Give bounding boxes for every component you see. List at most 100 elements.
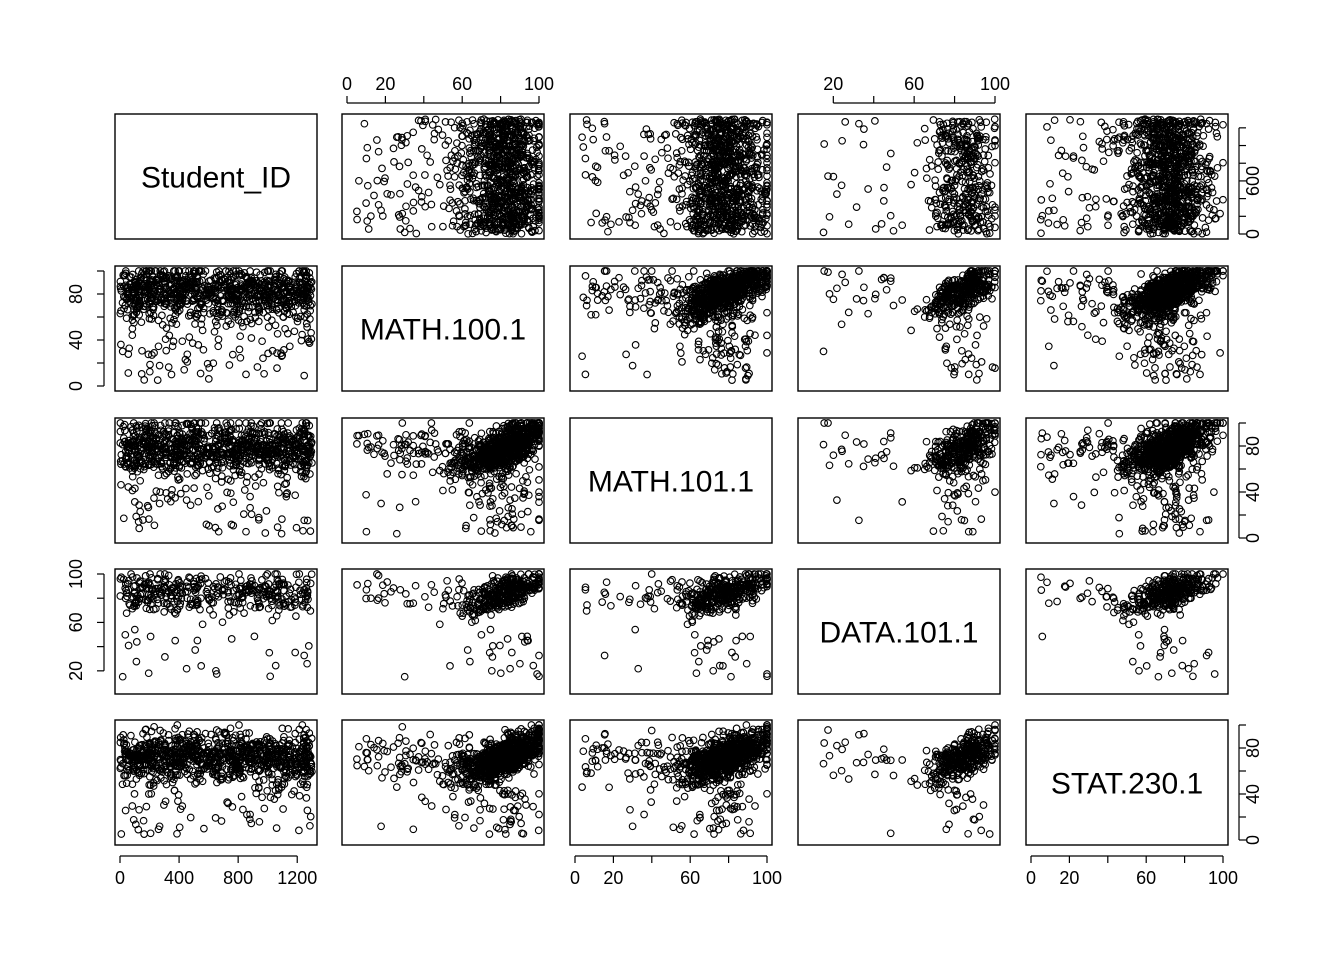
data-point xyxy=(124,369,133,377)
data-point xyxy=(696,355,704,364)
data-point xyxy=(922,174,931,183)
data-point xyxy=(370,191,378,200)
data-point xyxy=(673,274,682,283)
data-point xyxy=(664,154,672,163)
data-point xyxy=(535,226,543,235)
data-point xyxy=(449,217,458,226)
data-point xyxy=(604,227,612,236)
data-point xyxy=(235,345,244,354)
panel-r1-c4 xyxy=(797,113,1001,240)
data-point xyxy=(1219,195,1227,204)
data-point xyxy=(877,220,886,228)
data-point xyxy=(1037,196,1046,204)
data-point xyxy=(1097,118,1106,127)
data-point xyxy=(838,136,846,145)
data-point xyxy=(199,345,208,354)
data-point xyxy=(155,361,164,370)
data-point xyxy=(581,171,590,179)
data-point xyxy=(374,200,383,209)
data-point xyxy=(417,145,426,153)
data-point xyxy=(367,212,375,220)
data-point xyxy=(1036,215,1045,224)
data-point xyxy=(587,218,595,227)
data-point xyxy=(481,120,490,129)
data-point xyxy=(1201,223,1210,232)
data-point xyxy=(1077,218,1086,227)
data-point xyxy=(353,207,361,216)
data-point xyxy=(390,158,398,166)
data-point xyxy=(889,226,898,235)
data-point xyxy=(921,136,930,144)
data-point xyxy=(363,181,372,190)
data-point xyxy=(1037,229,1045,238)
data-point xyxy=(990,115,999,124)
data-point xyxy=(616,142,625,151)
data-point xyxy=(1078,132,1087,141)
data-point xyxy=(464,229,472,238)
data-point xyxy=(925,226,934,234)
data-point xyxy=(1066,115,1074,124)
data-point xyxy=(1099,157,1108,166)
data-point xyxy=(1128,220,1137,229)
data-point xyxy=(616,290,625,299)
data-point xyxy=(980,157,989,166)
data-point xyxy=(442,156,450,165)
data-point xyxy=(1219,120,1227,129)
data-point xyxy=(991,158,999,167)
data-point xyxy=(403,180,412,188)
data-point xyxy=(178,337,187,346)
data-point xyxy=(673,222,682,231)
data-point xyxy=(984,151,993,160)
data-point xyxy=(1198,229,1207,238)
data-point xyxy=(676,349,685,357)
data-point xyxy=(468,116,477,124)
data-point xyxy=(448,221,457,230)
data-point xyxy=(470,119,478,128)
data-point xyxy=(461,205,469,213)
data-point xyxy=(373,136,381,144)
data-point xyxy=(1076,226,1085,235)
data-point xyxy=(1197,181,1206,189)
panel-r1-c2 xyxy=(341,113,545,240)
data-point xyxy=(427,200,436,209)
data-point xyxy=(886,211,895,220)
data-point xyxy=(621,152,630,160)
data-point xyxy=(637,209,646,218)
data-point xyxy=(167,370,176,379)
data-point xyxy=(837,181,846,190)
data-point xyxy=(628,206,637,215)
data-point xyxy=(920,124,929,133)
data-point xyxy=(622,350,630,359)
data-point xyxy=(929,116,938,124)
data-point xyxy=(684,272,693,281)
data-point xyxy=(117,340,125,349)
data-point xyxy=(525,136,534,145)
data-point xyxy=(383,189,392,198)
data-point xyxy=(362,154,371,163)
data-point xyxy=(743,346,752,355)
data-point xyxy=(409,207,418,215)
data-point xyxy=(578,133,586,142)
data-point xyxy=(1043,123,1051,131)
data-point xyxy=(934,158,943,166)
data-point xyxy=(355,176,363,185)
data-point xyxy=(363,217,372,225)
data-point xyxy=(1212,197,1221,205)
data-point xyxy=(763,349,771,357)
data-point xyxy=(880,183,888,192)
data-point xyxy=(1115,118,1123,127)
panel-r2-c1 xyxy=(114,265,318,392)
data-point xyxy=(165,331,174,340)
data-point xyxy=(733,360,742,369)
data-point xyxy=(651,155,660,164)
data-point xyxy=(660,229,668,238)
data-point xyxy=(666,218,675,226)
data-point xyxy=(492,227,501,236)
data-point xyxy=(615,273,623,282)
data-point xyxy=(517,182,526,191)
data-point xyxy=(852,203,861,211)
data-point xyxy=(191,320,199,328)
data-point xyxy=(364,225,373,233)
data-point xyxy=(258,337,266,346)
data-point xyxy=(434,125,443,134)
